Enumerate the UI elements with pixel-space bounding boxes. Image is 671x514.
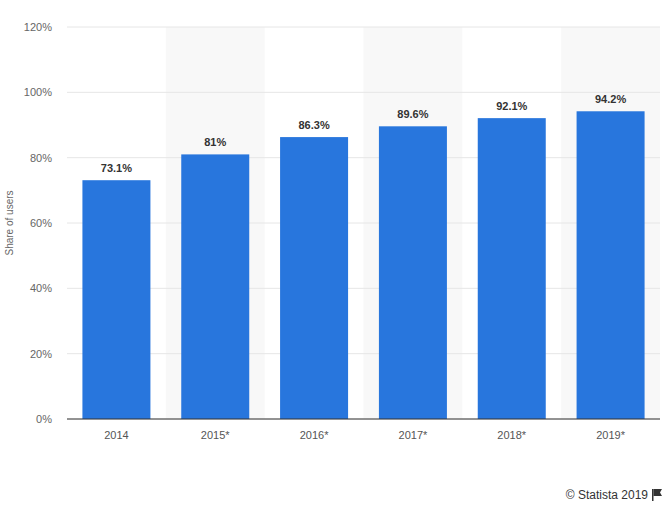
grid-line bbox=[67, 157, 660, 158]
y-tick-label: 40% bbox=[30, 282, 52, 294]
y-tick-label: 0% bbox=[36, 413, 52, 425]
source: © Statista 2019 bbox=[566, 488, 649, 502]
grid-line bbox=[67, 223, 660, 224]
grid-line bbox=[67, 353, 660, 354]
data-label: 92.1% bbox=[496, 100, 527, 112]
bar bbox=[280, 137, 348, 419]
y-tick-label: 120% bbox=[24, 21, 52, 33]
bar bbox=[577, 111, 645, 419]
y-tick-label: 20% bbox=[30, 348, 52, 360]
x-tick-label: 2017* bbox=[399, 429, 428, 441]
bar bbox=[181, 154, 249, 419]
data-label: 86.3% bbox=[298, 119, 329, 131]
grid-line bbox=[67, 92, 660, 93]
data-label: 81% bbox=[204, 136, 226, 148]
data-label: 73.1% bbox=[101, 162, 132, 174]
data-label: 94.2% bbox=[595, 93, 626, 105]
bar bbox=[379, 126, 447, 419]
y-tick-label: 100% bbox=[24, 86, 52, 98]
x-tick-label: 2015* bbox=[201, 429, 230, 441]
grid-line bbox=[67, 27, 660, 28]
data-label: 89.6% bbox=[397, 108, 428, 120]
x-axis-line bbox=[67, 419, 660, 420]
flag-pole bbox=[652, 489, 654, 501]
bars bbox=[82, 111, 644, 419]
y-axis-title: Share of users bbox=[4, 190, 15, 255]
flag bbox=[654, 489, 663, 496]
x-tick-label: 2018* bbox=[497, 429, 526, 441]
bar bbox=[478, 118, 546, 419]
x-tick-label: 2014 bbox=[104, 429, 128, 441]
y-tick-label: 60% bbox=[30, 217, 52, 229]
grid-line bbox=[67, 288, 660, 289]
grid-line bbox=[67, 419, 660, 420]
x-tick-label: 2016* bbox=[300, 429, 329, 441]
bar bbox=[82, 180, 150, 419]
chart: 0% 20% 40% 60% 80% 100% 120% Share of users 73.1… bbox=[0, 0, 671, 514]
y-tick-label: 80% bbox=[30, 152, 52, 164]
x-tick-label: 2019* bbox=[596, 429, 625, 441]
